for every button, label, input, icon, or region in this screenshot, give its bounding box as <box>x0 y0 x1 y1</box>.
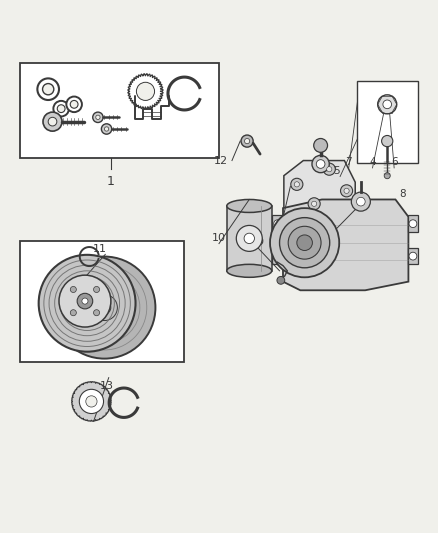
Text: 4: 4 <box>369 157 376 167</box>
Text: 6: 6 <box>391 157 397 167</box>
Circle shape <box>384 173 390 179</box>
Circle shape <box>241 135 253 147</box>
Circle shape <box>383 100 392 109</box>
Ellipse shape <box>227 199 272 213</box>
Bar <box>272 215 283 232</box>
Circle shape <box>104 127 109 131</box>
Bar <box>227 206 272 271</box>
Circle shape <box>98 301 111 314</box>
Circle shape <box>93 112 103 123</box>
Circle shape <box>66 96 82 112</box>
Bar <box>20 63 219 158</box>
Circle shape <box>277 277 285 284</box>
Circle shape <box>244 233 254 244</box>
Circle shape <box>297 235 312 251</box>
Text: 10: 10 <box>212 233 226 243</box>
Ellipse shape <box>227 264 272 277</box>
Circle shape <box>274 252 282 260</box>
Circle shape <box>65 281 110 326</box>
Circle shape <box>43 112 62 131</box>
Bar <box>407 248 418 264</box>
Circle shape <box>311 201 317 206</box>
Circle shape <box>94 286 99 293</box>
Bar <box>272 248 283 264</box>
Circle shape <box>294 182 300 187</box>
Polygon shape <box>284 160 355 211</box>
Circle shape <box>136 82 155 100</box>
Circle shape <box>236 225 262 252</box>
Circle shape <box>312 155 329 173</box>
Bar <box>357 80 418 163</box>
Text: 5: 5 <box>333 166 340 176</box>
Bar <box>20 240 184 361</box>
Text: 12: 12 <box>213 156 228 166</box>
Text: 9: 9 <box>257 237 264 247</box>
Bar <box>407 215 418 232</box>
Circle shape <box>381 135 393 147</box>
Circle shape <box>344 188 349 193</box>
Circle shape <box>316 160 325 168</box>
Circle shape <box>96 115 100 119</box>
Circle shape <box>53 256 155 359</box>
Circle shape <box>314 139 328 152</box>
Circle shape <box>79 389 103 414</box>
Circle shape <box>291 178 303 190</box>
Circle shape <box>59 275 111 327</box>
Circle shape <box>244 139 250 144</box>
Text: 8: 8 <box>399 189 406 199</box>
Circle shape <box>409 252 417 260</box>
Circle shape <box>94 310 99 316</box>
Text: 13: 13 <box>99 381 113 391</box>
Circle shape <box>84 287 125 328</box>
Circle shape <box>323 163 336 175</box>
Circle shape <box>274 220 282 228</box>
Circle shape <box>53 101 69 116</box>
Circle shape <box>288 227 321 259</box>
Text: 11: 11 <box>93 244 107 254</box>
Polygon shape <box>72 382 111 421</box>
Text: 2: 2 <box>272 218 279 228</box>
Circle shape <box>378 95 397 114</box>
Circle shape <box>409 220 417 228</box>
Circle shape <box>39 255 135 352</box>
Text: 3: 3 <box>311 248 318 259</box>
Circle shape <box>327 167 332 172</box>
Circle shape <box>357 197 365 206</box>
Circle shape <box>57 105 65 112</box>
Circle shape <box>308 198 320 210</box>
Circle shape <box>37 78 59 100</box>
Circle shape <box>86 396 97 407</box>
Text: 7: 7 <box>346 157 352 167</box>
Circle shape <box>101 124 112 134</box>
Polygon shape <box>283 199 408 290</box>
Text: 1: 1 <box>107 175 115 188</box>
Circle shape <box>351 192 371 211</box>
Circle shape <box>70 100 78 108</box>
Circle shape <box>279 217 330 268</box>
Circle shape <box>340 185 353 197</box>
Circle shape <box>77 293 93 309</box>
Circle shape <box>92 295 117 320</box>
Circle shape <box>82 298 88 304</box>
Circle shape <box>42 84 54 95</box>
Circle shape <box>70 310 76 316</box>
Circle shape <box>270 208 339 277</box>
Circle shape <box>48 117 57 126</box>
Circle shape <box>70 286 76 293</box>
